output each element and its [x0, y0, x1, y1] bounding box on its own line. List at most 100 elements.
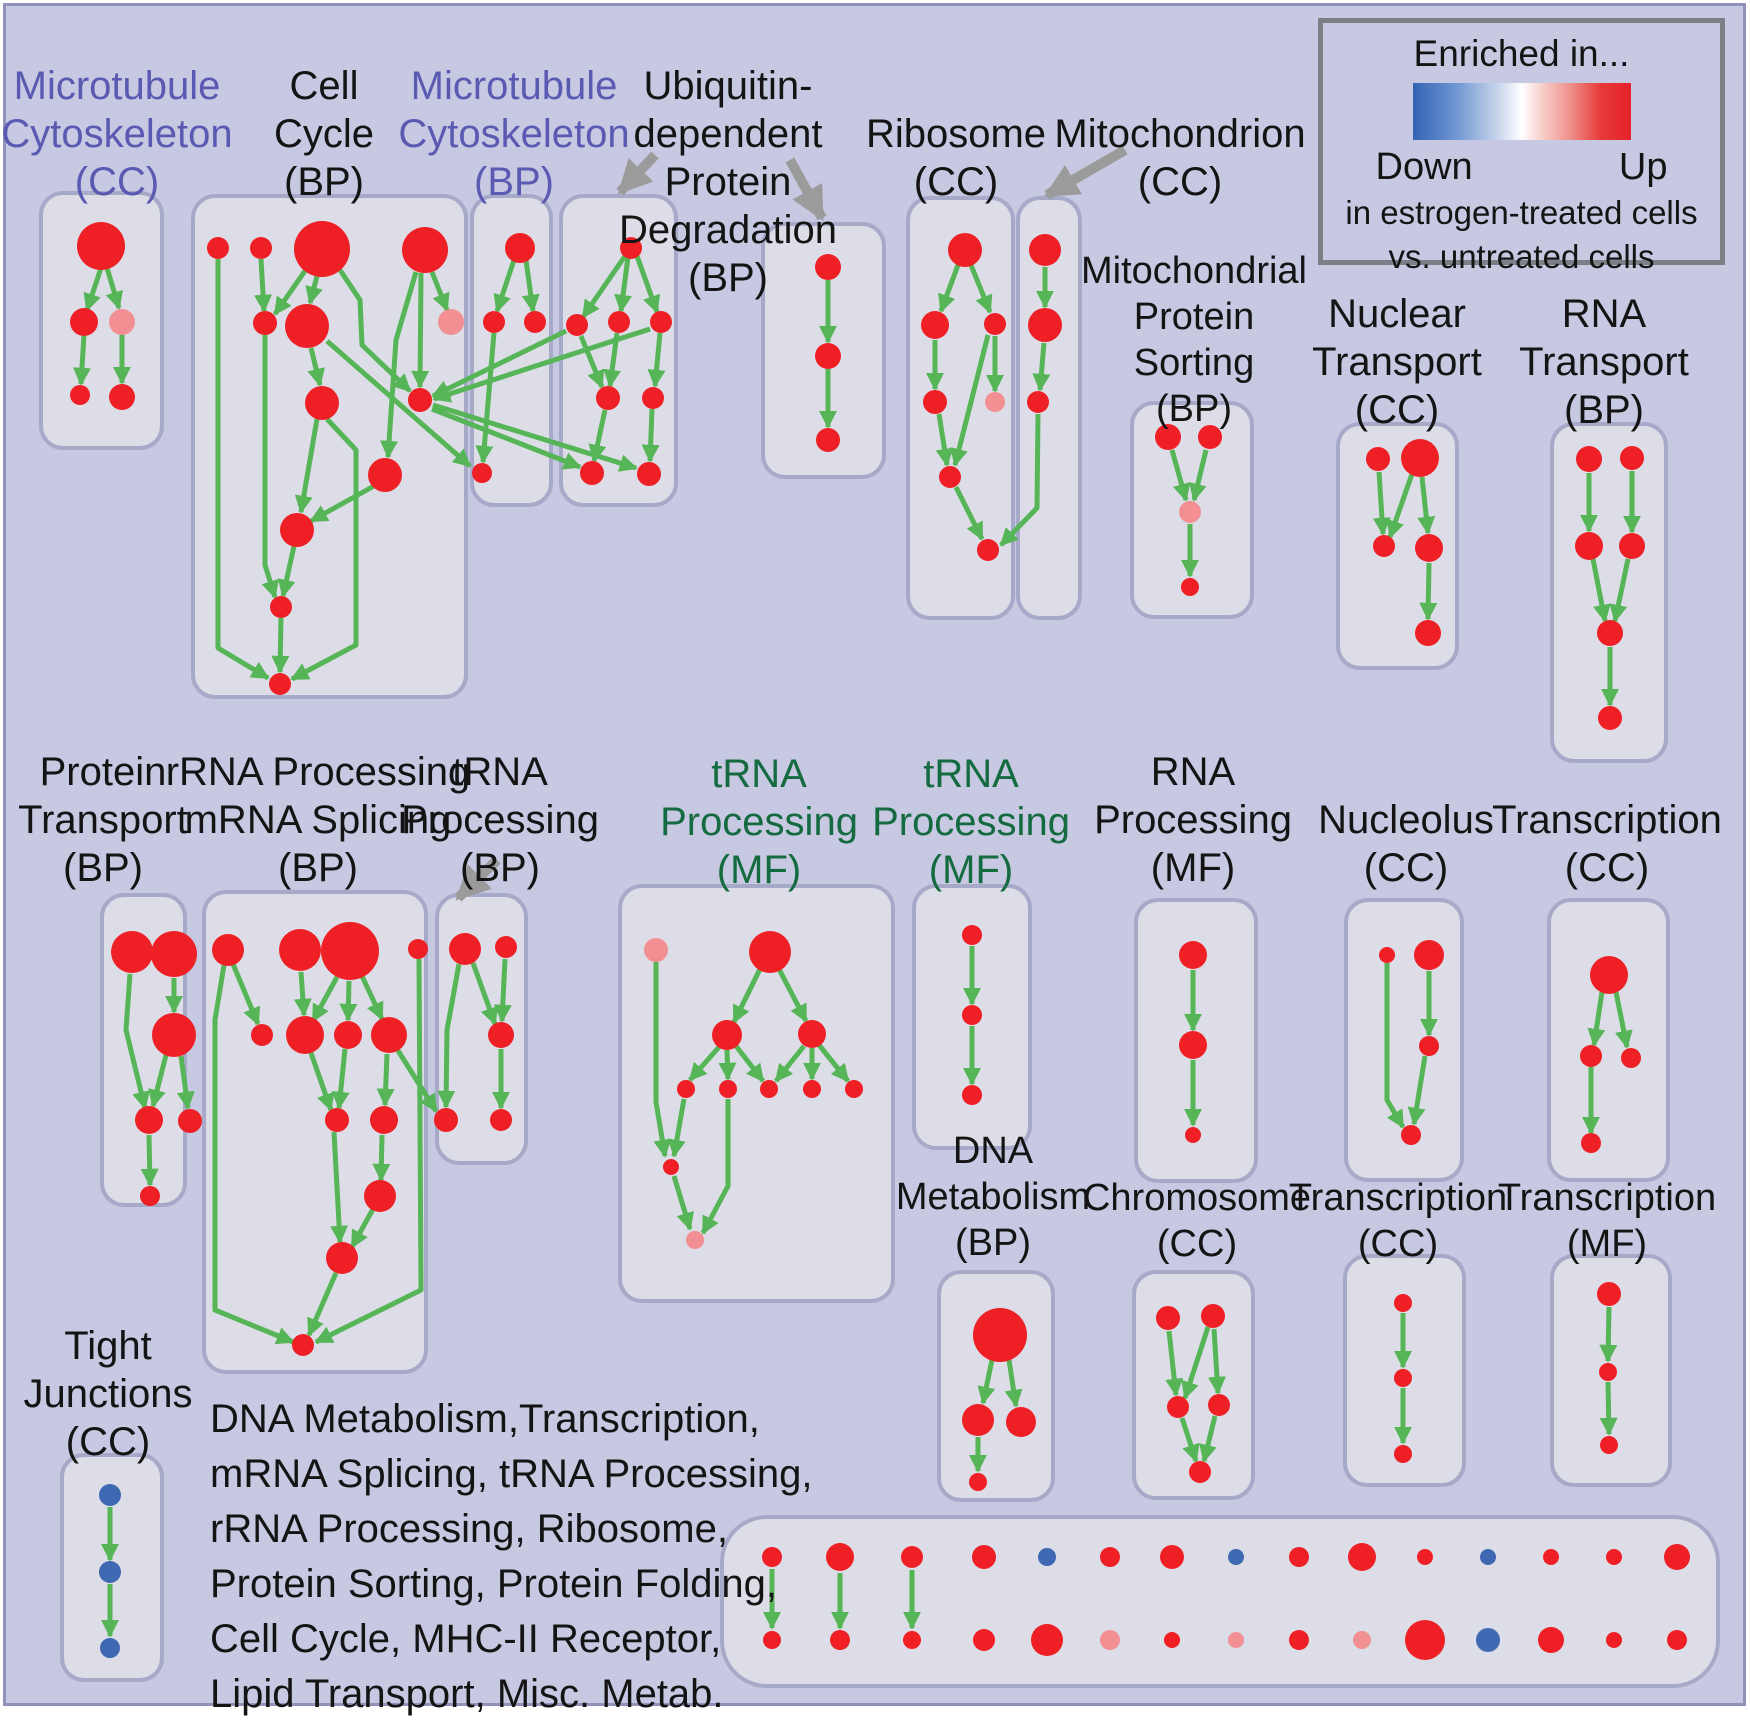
- go-node-red[interactable]: [816, 428, 840, 452]
- go-node-blue[interactable]: [100, 1638, 120, 1658]
- go-node-red[interactable]: [402, 227, 448, 273]
- go-node-red[interactable]: [285, 304, 329, 348]
- go-node-pink[interactable]: [109, 309, 135, 335]
- go-node-red[interactable]: [608, 311, 630, 333]
- go-node-red[interactable]: [1379, 947, 1395, 963]
- go-node-red[interactable]: [305, 386, 339, 420]
- go-node-red[interactable]: [1289, 1547, 1309, 1567]
- go-node-red[interactable]: [1029, 234, 1061, 266]
- go-node-red[interactable]: [962, 1085, 982, 1105]
- go-node-red[interactable]: [408, 388, 432, 412]
- go-node-red[interactable]: [921, 311, 949, 339]
- go-node-red[interactable]: [371, 1017, 407, 1053]
- go-node-red[interactable]: [1417, 1549, 1433, 1565]
- go-node-blue[interactable]: [1038, 1548, 1056, 1566]
- go-node-red[interactable]: [270, 596, 292, 618]
- go-node-red[interactable]: [826, 1543, 854, 1571]
- go-node-red[interactable]: [269, 673, 291, 695]
- go-node-red[interactable]: [368, 458, 402, 492]
- go-node-red[interactable]: [650, 311, 672, 333]
- go-node-red[interactable]: [1289, 1630, 1309, 1650]
- go-node-red[interactable]: [973, 1629, 995, 1651]
- go-node-red[interactable]: [637, 462, 661, 486]
- go-node-red[interactable]: [1543, 1549, 1559, 1565]
- go-node-red[interactable]: [1394, 1294, 1412, 1312]
- go-node-red[interactable]: [923, 390, 947, 414]
- go-node-red[interactable]: [151, 931, 197, 977]
- go-node-red[interactable]: [798, 1020, 826, 1048]
- go-node-red[interactable]: [1181, 578, 1199, 596]
- go-node-red[interactable]: [663, 1159, 679, 1175]
- go-node-blue[interactable]: [99, 1561, 121, 1583]
- go-node-red[interactable]: [1373, 535, 1395, 557]
- go-node-red[interactable]: [70, 385, 90, 405]
- go-node-red[interactable]: [1664, 1544, 1690, 1570]
- go-node-red[interactable]: [1189, 1461, 1211, 1483]
- go-node-red[interactable]: [1179, 941, 1207, 969]
- go-node-red[interactable]: [1621, 1048, 1641, 1068]
- go-node-red[interactable]: [495, 936, 517, 958]
- go-node-red[interactable]: [1401, 439, 1439, 477]
- go-node-red[interactable]: [449, 933, 481, 965]
- go-node-red[interactable]: [251, 1024, 273, 1046]
- go-node-red[interactable]: [972, 1545, 996, 1569]
- go-node-blue[interactable]: [1476, 1628, 1500, 1652]
- go-node-red[interactable]: [1415, 534, 1443, 562]
- go-node-red[interactable]: [1538, 1627, 1564, 1653]
- go-node-red[interactable]: [1597, 1282, 1621, 1306]
- go-node-red[interactable]: [1027, 391, 1049, 413]
- go-node-red[interactable]: [472, 463, 492, 483]
- go-node-red[interactable]: [321, 922, 379, 980]
- go-node-red[interactable]: [749, 931, 791, 973]
- go-node-red[interactable]: [1405, 1620, 1445, 1660]
- go-node-red[interactable]: [1028, 308, 1062, 342]
- go-node-pink[interactable]: [1100, 1630, 1120, 1650]
- go-node-red[interactable]: [488, 1022, 514, 1048]
- go-node-red[interactable]: [1597, 620, 1623, 646]
- go-node-red[interactable]: [1167, 1396, 1189, 1418]
- go-node-red[interactable]: [1160, 1545, 1184, 1569]
- go-node-red[interactable]: [580, 461, 604, 485]
- go-node-blue[interactable]: [1228, 1549, 1244, 1565]
- go-node-red[interactable]: [677, 1080, 695, 1098]
- go-node-red[interactable]: [1606, 1549, 1622, 1565]
- go-node-red[interactable]: [962, 925, 982, 945]
- go-node-red[interactable]: [1606, 1632, 1622, 1648]
- go-node-pink[interactable]: [1228, 1632, 1244, 1648]
- go-node-red[interactable]: [490, 1109, 512, 1131]
- go-node-red[interactable]: [1394, 1445, 1412, 1463]
- go-node-red[interactable]: [326, 1242, 358, 1274]
- go-node-red[interactable]: [984, 313, 1006, 335]
- go-node-red[interactable]: [1401, 1125, 1421, 1145]
- go-node-pink[interactable]: [985, 392, 1005, 412]
- go-node-red[interactable]: [111, 931, 153, 973]
- go-node-red[interactable]: [1581, 1133, 1601, 1153]
- go-node-red[interactable]: [830, 1630, 850, 1650]
- go-node-red[interactable]: [505, 233, 535, 263]
- go-node-red[interactable]: [719, 1080, 737, 1098]
- go-node-red[interactable]: [903, 1631, 921, 1649]
- go-node-red[interactable]: [280, 513, 314, 547]
- go-node-red[interactable]: [1598, 706, 1622, 730]
- go-node-red[interactable]: [408, 939, 428, 959]
- go-node-red[interactable]: [1100, 1547, 1120, 1567]
- go-node-red[interactable]: [1580, 1045, 1602, 1067]
- go-node-red[interactable]: [1156, 1306, 1180, 1330]
- go-node-red[interactable]: [962, 1005, 982, 1025]
- go-node-red[interactable]: [901, 1546, 923, 1568]
- go-node-red[interactable]: [152, 1013, 196, 1057]
- go-node-red[interactable]: [1590, 956, 1628, 994]
- go-node-red[interactable]: [334, 1021, 362, 1049]
- go-node-red[interactable]: [370, 1106, 398, 1134]
- go-node-red[interactable]: [620, 237, 642, 259]
- go-node-red[interactable]: [109, 384, 135, 410]
- go-node-red[interactable]: [1667, 1630, 1687, 1650]
- go-node-red[interactable]: [1006, 1407, 1036, 1437]
- go-node-red[interactable]: [178, 1109, 202, 1133]
- go-node-red[interactable]: [483, 311, 505, 333]
- go-node-red[interactable]: [762, 1547, 782, 1567]
- go-node-red[interactable]: [760, 1080, 778, 1098]
- go-node-pink[interactable]: [1353, 1631, 1371, 1649]
- go-node-red[interactable]: [596, 386, 620, 410]
- go-node-red[interactable]: [1576, 446, 1602, 472]
